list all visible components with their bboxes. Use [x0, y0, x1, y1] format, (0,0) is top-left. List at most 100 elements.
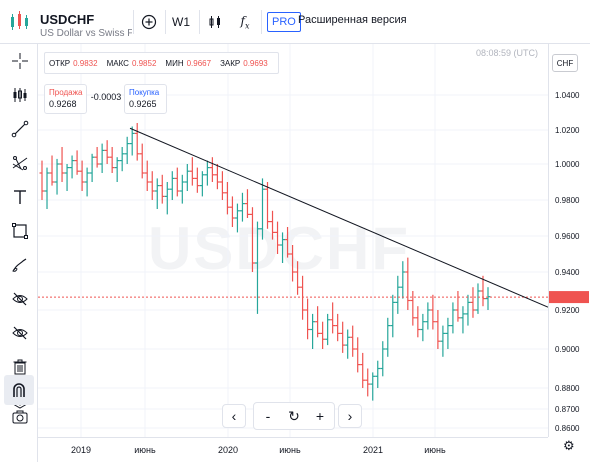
rectangle-icon: [12, 223, 28, 239]
ohlc-bar: [375, 360, 381, 388]
buy-button[interactable]: Покупка 0.9265: [124, 84, 167, 114]
magnet-tool[interactable]: [4, 375, 34, 405]
ohlc-bar: [440, 325, 446, 357]
price-tick-label: 0.9800: [555, 196, 580, 205]
scroll-left-button[interactable]: ‹: [222, 404, 246, 428]
ohlc-bar: [89, 153, 95, 182]
trend-line-tool[interactable]: [9, 118, 31, 140]
low-value: 0.9667: [186, 58, 212, 68]
eye-crossed-icon: [12, 326, 28, 340]
ohlc-bar: [450, 302, 456, 334]
high-value: 0.9852: [131, 58, 157, 68]
ohlc-bar: [84, 167, 90, 197]
ohlc-bar: [395, 275, 401, 314]
current-price-marker: [549, 291, 589, 304]
settings-icon[interactable]: ⚙: [563, 438, 575, 453]
trend-line: [129, 127, 548, 308]
fx-icon: fx: [240, 13, 250, 31]
ohlc-bar: [39, 160, 45, 200]
brush-icon: [12, 258, 27, 272]
ohlc-bar: [99, 143, 105, 173]
crosshair-tool[interactable]: [9, 50, 31, 72]
symbol-title[interactable]: USDCHF: [40, 12, 95, 27]
price-scale: 0.8600 0.8700 0.8800 0.9000 0.9200 0.9400 0.96…: [549, 91, 589, 433]
price-tick-label: 0.8700: [555, 405, 580, 414]
price-tick-label: 0.8800: [555, 384, 580, 393]
ohlc-bar: [219, 171, 225, 200]
sell-label: Продажа: [49, 88, 83, 97]
ohlc-bar: [445, 317, 451, 349]
ohlc-legend: ОТКР 0.9832 МАКС 0.9852 МИН 0.9667 ЗАКР 0.96…: [44, 52, 279, 74]
ohlc-bar: [44, 167, 50, 209]
ohlc-bar: [154, 178, 160, 209]
ohlc-bar: [239, 192, 245, 222]
ohlc-bar: [295, 261, 301, 295]
ohlc-bar: [119, 147, 125, 172]
fib-tool[interactable]: [9, 152, 31, 174]
ohlc-bar: [335, 313, 341, 342]
time-axis[interactable]: 2019 июнь 2020 июнь 2021 июнь: [38, 437, 548, 462]
logo-icon: [11, 11, 28, 30]
divider: [165, 10, 166, 34]
currency-button[interactable]: CHF: [552, 54, 578, 72]
time-tick-label: июнь: [279, 445, 301, 455]
ohlc-bar: [104, 140, 110, 164]
ohlc-bar: [194, 167, 200, 193]
ohlc-bar: [179, 174, 185, 204]
reset-button[interactable]: ↻: [288, 407, 300, 424]
ohlc-bar: [390, 294, 396, 338]
scroll-right-button[interactable]: ›: [338, 404, 362, 428]
candles-tool[interactable]: [9, 84, 31, 106]
price-tick-label: 0.9600: [555, 232, 580, 241]
indicators-button[interactable]: fx: [234, 10, 256, 34]
fib-icon: [12, 156, 28, 171]
ohlc-bar: [49, 155, 55, 186]
text-tool[interactable]: [9, 186, 31, 208]
interval-button[interactable]: W1: [172, 15, 190, 29]
time-tick-label: июнь: [424, 445, 446, 455]
trash-icon: [13, 359, 27, 375]
ohlc-bar: [340, 321, 346, 353]
ohlc-bar: [64, 164, 70, 191]
rectangle-tool[interactable]: [9, 220, 31, 242]
ohlc-bar: [275, 221, 281, 254]
ohlc-bar: [285, 227, 291, 258]
hide-drawings-tool[interactable]: [9, 288, 31, 310]
zoom-in-button[interactable]: +: [315, 408, 325, 424]
ohlc-bar: [470, 287, 476, 318]
ohlc-bar: [254, 221, 260, 314]
ohlc-bar: [400, 261, 406, 299]
pro-badge[interactable]: PRO: [267, 12, 301, 32]
pro-version-link[interactable]: Расширенная версия: [298, 14, 407, 26]
ohlc-bar: [109, 147, 115, 173]
sell-button[interactable]: Продажа 0.9268: [44, 84, 87, 114]
ohlc-bar: [360, 352, 366, 388]
ohlc-bar: [485, 287, 491, 310]
brush-tool[interactable]: [9, 254, 31, 276]
price-tick-label: 0.9000: [555, 345, 580, 354]
chart-pane[interactable]: USDCHF: [38, 44, 548, 437]
eye-crossed-icon: [12, 292, 28, 306]
chart-type-button[interactable]: [204, 10, 226, 34]
ohlc-bar: [149, 171, 155, 200]
time-tick-label: 2020: [218, 445, 238, 455]
price-chart[interactable]: [38, 44, 548, 437]
screenshot-tool[interactable]: [9, 406, 31, 428]
hide-indicators-tool[interactable]: [9, 322, 31, 344]
ohlc-bar: [475, 283, 481, 314]
ohlc-bar: [455, 291, 461, 322]
ohlc-bar: [345, 329, 351, 359]
zoom-out-button[interactable]: -: [265, 408, 271, 424]
ohlc-bar: [164, 182, 170, 215]
remove-drawings-tool[interactable]: [9, 356, 31, 378]
ohlc-bar: [229, 196, 235, 227]
trend-line-icon: [11, 120, 29, 138]
ohlc-bar: [249, 207, 255, 272]
price-tick-label: 0.9400: [555, 268, 580, 277]
ohlc-bar: [224, 182, 230, 215]
divider: [199, 10, 200, 34]
ohlc-bar: [355, 337, 361, 373]
ohlc-bar: [410, 291, 416, 326]
price-axis[interactable]: 0.8600 0.8700 0.8800 0.9000 0.9200 0.9400 0.96…: [548, 44, 590, 437]
add-symbol-button[interactable]: [138, 10, 160, 34]
